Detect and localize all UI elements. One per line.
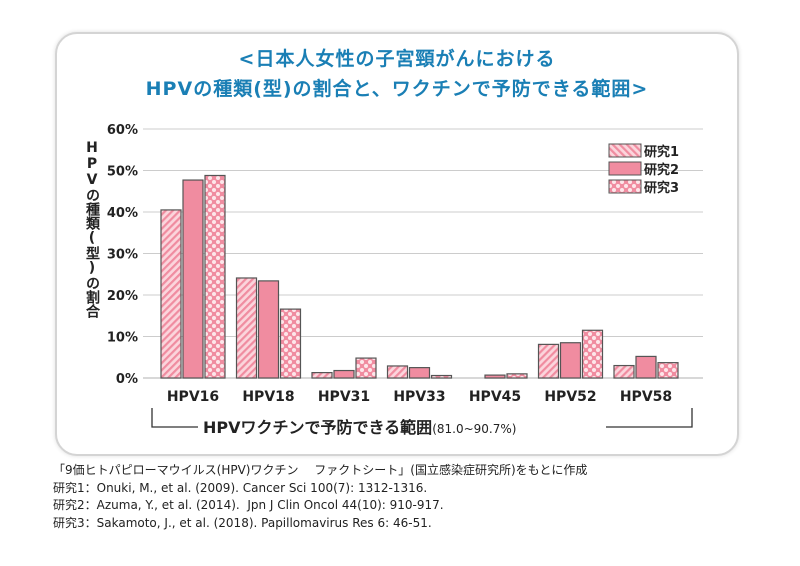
x-tick-label: HPV16 [167, 389, 219, 405]
legend-label: 研究2 [644, 162, 679, 178]
y-axis-label: HPVの種類(型)の割合 [84, 140, 100, 318]
x-tick-label: HPV18 [242, 389, 294, 405]
y-tick-label: 60% [107, 123, 138, 138]
bar-HPV52-研究3 [581, 329, 604, 379]
chart-title-line-1: <日本人女性の子宮頸がんにおける [238, 48, 556, 70]
chart-title-line-2: HPVの種類(型)の割合と、ワクチンで予防できる範囲> [145, 78, 649, 100]
x-tick-label: HPV33 [393, 389, 445, 405]
bar-HPV16-研究2 [182, 179, 204, 379]
bar-HPV18-研究1 [235, 277, 258, 379]
bar-HPV45-研究3 [506, 373, 528, 379]
bar-HPV18-研究3 [279, 308, 302, 379]
x-tick-label: HPV58 [620, 389, 672, 405]
x-tick-label: HPV45 [469, 389, 521, 405]
bar-HPV31-研究1 [311, 372, 333, 379]
y-tick-label: 20% [107, 289, 138, 304]
y-tick-label: 0% [116, 372, 138, 387]
bar-HPV33-研究2 [408, 367, 431, 379]
y-tick-label: 40% [107, 206, 138, 221]
y-tick-label: 50% [107, 165, 138, 180]
bar-HPV52-研究2 [559, 342, 582, 379]
legend-label: 研究1 [644, 144, 679, 160]
y-tick-label: 10% [107, 331, 138, 346]
bar-HPV16-研究1 [160, 209, 182, 379]
bar-HPV33-研究3 [430, 374, 453, 379]
footnote-study-3: 研究3：Sakamoto, J., et al. (2018). Papillo… [53, 515, 432, 530]
legend-swatch [608, 161, 642, 176]
chart-title: <日本人女性の子宮頸がんにおける HPVの種類(型)の割合と、ワクチンで予防でき… [55, 44, 739, 104]
vaccine-range-bracket [151, 408, 693, 428]
legend-swatch [608, 179, 642, 194]
bar-HPV45-研究2 [484, 374, 506, 379]
bar-HPV16-研究3 [204, 174, 226, 379]
bar-HPV18-研究2 [257, 280, 280, 379]
bar-HPV58-研究2 [635, 355, 657, 379]
footnotes: 「9価ヒトパピローマウイルス(HPV)ワクチン ファクトシート」(国立感染症研究… [53, 462, 587, 532]
y-tick-label: 30% [107, 248, 138, 263]
bar-HPV58-研究1 [613, 364, 635, 379]
legend-swatch [608, 143, 642, 158]
x-tick-label: HPV52 [544, 389, 596, 405]
bar-HPV31-研究2 [333, 369, 355, 379]
footnote-study-2: 研究2：Azuma, Y., et al. (2014). Jpn J Clin… [53, 498, 444, 512]
legend-label: 研究3 [644, 180, 679, 196]
bar-HPV52-研究1 [537, 343, 560, 379]
footnote-study-1: 研究1：Onuki, M., et al. (2009). Cancer Sci… [53, 480, 428, 495]
bar-HPV58-研究3 [657, 362, 679, 379]
vaccine-range-value: (81.0~90.7%) [432, 422, 516, 436]
bar-HPV33-研究1 [386, 365, 409, 379]
vaccine-range-label: HPVワクチンで予防できる範囲(81.0~90.7%) [203, 418, 516, 437]
footnote-source: 「9価ヒトパピローマウイルス(HPV)ワクチン ファクトシート」(国立感染症研究… [53, 463, 588, 477]
bar-HPV31-研究3 [355, 357, 377, 379]
x-tick-label: HPV31 [318, 389, 370, 405]
